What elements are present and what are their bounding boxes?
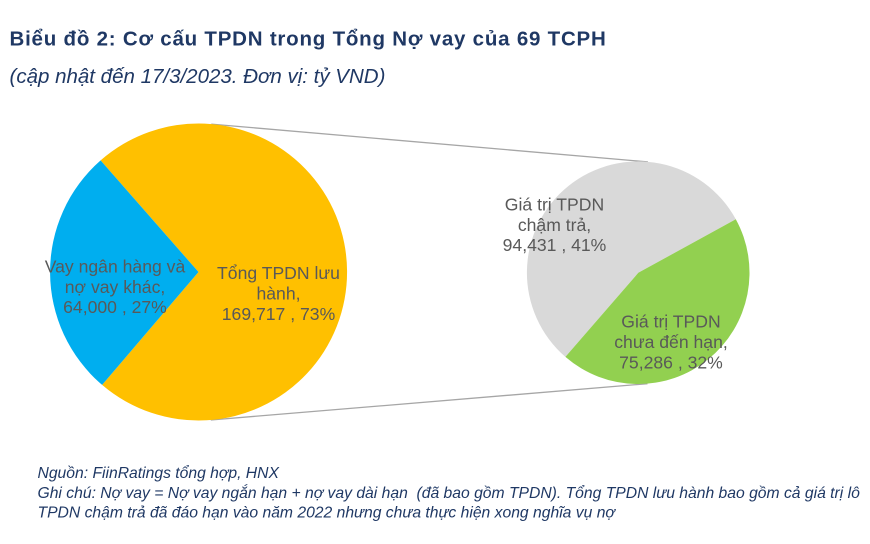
- svg-text:nợ vay khác,: nợ vay khác,: [65, 277, 166, 297]
- svg-text:Giá trị TPDN: Giá trị TPDN: [505, 194, 604, 214]
- svg-text:Vay ngân hàng và: Vay ngân hàng và: [45, 257, 186, 277]
- svg-text:Tổng TPDN lưu: Tổng TPDN lưu: [217, 263, 340, 283]
- svg-text:Giá trị TPDN: Giá trị TPDN: [621, 312, 720, 332]
- svg-text:(cập nhật đến 17/3/2023. Đơn v: (cập nhật đến 17/3/2023. Đơn vị: tỷ VND): [10, 65, 386, 88]
- svg-text:chưa đến hạn,: chưa đến hạn,: [614, 332, 728, 352]
- svg-text:Biểu đồ 2: Cơ cấu TPDN trong T: Biểu đồ 2: Cơ cấu TPDN trong Tổng Nợ vay…: [10, 28, 607, 51]
- svg-text:hành,: hành,: [256, 284, 300, 304]
- svg-text:TPDN chậm trả đã đáo hạn vào n: TPDN chậm trả đã đáo hạn vào năm 2022 nh…: [38, 505, 617, 522]
- svg-text:169,717 , 73%: 169,717 , 73%: [222, 304, 336, 324]
- svg-text:Nguồn: FiinRatings tổng hợp, H: Nguồn: FiinRatings tổng hợp, HNX: [38, 464, 280, 482]
- svg-text:94,431 , 41%: 94,431 , 41%: [503, 235, 607, 255]
- svg-text:64,000 , 27%: 64,000 , 27%: [63, 297, 167, 317]
- svg-text:75,286 , 32%: 75,286 , 32%: [619, 353, 723, 373]
- svg-text:chậm trả,: chậm trả,: [518, 215, 591, 235]
- svg-text:Ghi chú: Nợ vay = Nợ vay ngắn: Ghi chú: Nợ vay = Nợ vay ngắn hạn + nợ v…: [38, 483, 861, 502]
